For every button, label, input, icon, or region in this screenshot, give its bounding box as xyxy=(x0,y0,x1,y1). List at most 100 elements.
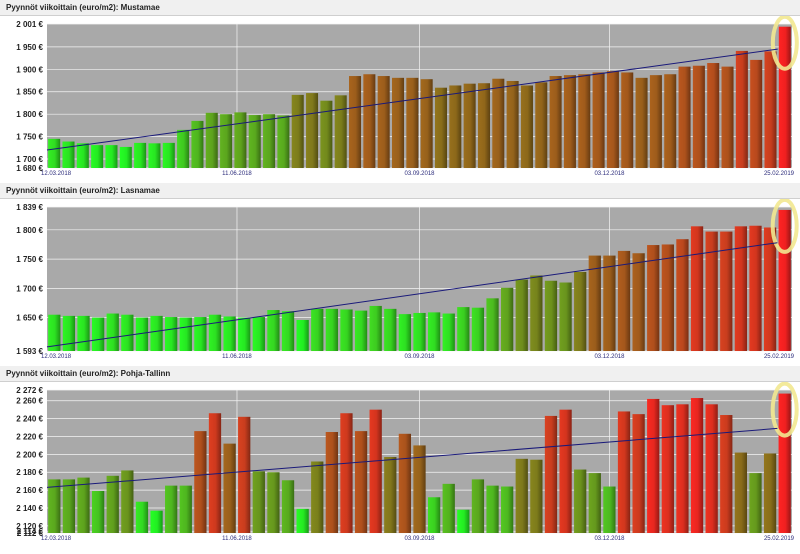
chart-panel-pohja-tallinn: Pyynnöt viikoittain (euro/m2): Pohja-Tal… xyxy=(0,366,800,549)
bar xyxy=(91,145,104,168)
chart-title: Pyynnöt viikoittain (euro/m2): Mustamae xyxy=(0,0,800,15)
bar xyxy=(398,314,412,351)
bar xyxy=(463,83,476,168)
bar xyxy=(676,404,689,533)
bar xyxy=(530,459,543,533)
bar xyxy=(457,509,470,533)
bar xyxy=(632,414,645,533)
y-tick-label: 1 593 € xyxy=(16,347,43,356)
bar xyxy=(277,115,290,168)
bar xyxy=(391,77,405,168)
bar xyxy=(588,473,601,533)
bar xyxy=(340,309,353,351)
bar xyxy=(369,305,382,351)
x-tick-label: 12.03.2018 xyxy=(41,536,72,542)
bar xyxy=(62,141,75,168)
x-tick-label: 25.02.2019 xyxy=(764,354,795,360)
x-tick-label: 11.06.2018 xyxy=(222,536,252,542)
bar xyxy=(62,315,76,351)
bar xyxy=(720,231,733,351)
bar xyxy=(434,87,448,168)
bar xyxy=(234,112,247,168)
chart-frame: 1 680 €1 700 € 1 750 € 1 800 € 1 850 € 1 900… xyxy=(0,14,800,184)
bar xyxy=(205,112,218,168)
y-tick-label: 2 140 € xyxy=(16,504,43,513)
y-tick-label: 1 800 € xyxy=(16,226,43,235)
x-tick-label: 12.03.2018 xyxy=(41,354,72,360)
x-tick-label: 25.02.2019 xyxy=(764,171,795,177)
latest-week-highlight xyxy=(770,381,799,438)
bar xyxy=(720,415,733,533)
bar xyxy=(406,77,419,168)
bar xyxy=(420,79,433,168)
bar xyxy=(578,74,591,168)
chart-title: Pyynnöt viikoittain (euro/m2): Lasnamae xyxy=(0,183,800,198)
bar xyxy=(750,59,763,169)
bar xyxy=(263,114,276,168)
bar xyxy=(320,100,333,168)
bar xyxy=(296,319,309,351)
bar xyxy=(208,413,222,533)
bar xyxy=(191,120,204,168)
y-tick-label: 1 839 € xyxy=(16,203,43,212)
bar xyxy=(471,307,485,351)
x-tick-label: 03.09.2018 xyxy=(404,171,435,177)
bar xyxy=(486,298,499,351)
bar xyxy=(544,415,558,533)
bar xyxy=(150,510,163,533)
bar xyxy=(384,308,397,351)
bar xyxy=(603,255,616,351)
bar xyxy=(778,26,791,168)
x-tick-label: 03.09.2018 xyxy=(404,536,435,542)
bar xyxy=(413,312,426,351)
trend-line xyxy=(46,427,778,488)
bar xyxy=(559,409,572,533)
bar xyxy=(354,431,368,533)
y-tick-label: 1 650 € xyxy=(16,314,43,323)
bar xyxy=(734,452,748,533)
bar xyxy=(306,93,319,168)
bar xyxy=(442,313,455,351)
bar xyxy=(449,85,462,168)
bar xyxy=(559,282,572,351)
bar xyxy=(647,398,660,533)
bar xyxy=(340,413,353,533)
bar xyxy=(471,479,485,533)
bar xyxy=(267,472,280,533)
x-tick-label: 03.12.2018 xyxy=(594,536,625,542)
bar xyxy=(486,485,499,533)
y-tick-label: 1 700 € xyxy=(16,155,43,164)
bar xyxy=(649,75,662,168)
trend-line xyxy=(46,48,778,151)
bar xyxy=(592,72,605,168)
bar xyxy=(208,314,222,351)
bar xyxy=(194,317,207,351)
bar xyxy=(121,470,134,533)
y-tick-label: 1 750 € xyxy=(16,133,43,142)
bar xyxy=(121,314,134,351)
y-tick-label: 1 900 € xyxy=(16,65,43,74)
bar xyxy=(544,280,558,351)
bar xyxy=(134,142,147,168)
chart-panel-lasnamae: Pyynnöt viikoittain (euro/m2): Lasnamae … xyxy=(0,183,800,367)
bar xyxy=(281,480,295,533)
bar xyxy=(563,75,576,168)
y-tick-label: 1 850 € xyxy=(16,88,43,97)
bar xyxy=(617,411,631,533)
bar xyxy=(296,508,309,533)
bar xyxy=(749,473,762,533)
bar xyxy=(105,145,118,168)
bar xyxy=(238,416,251,533)
bar xyxy=(363,74,376,168)
bar xyxy=(325,308,338,351)
bar xyxy=(48,314,61,351)
bar xyxy=(384,457,397,533)
bar xyxy=(91,317,105,351)
y-tick-label: 2 112 € xyxy=(17,529,44,538)
bar xyxy=(106,313,119,351)
bar xyxy=(749,225,762,351)
bar xyxy=(621,72,634,168)
y-tick-label: 1 800 € xyxy=(16,110,43,119)
bar xyxy=(515,458,528,533)
bar xyxy=(267,310,280,351)
